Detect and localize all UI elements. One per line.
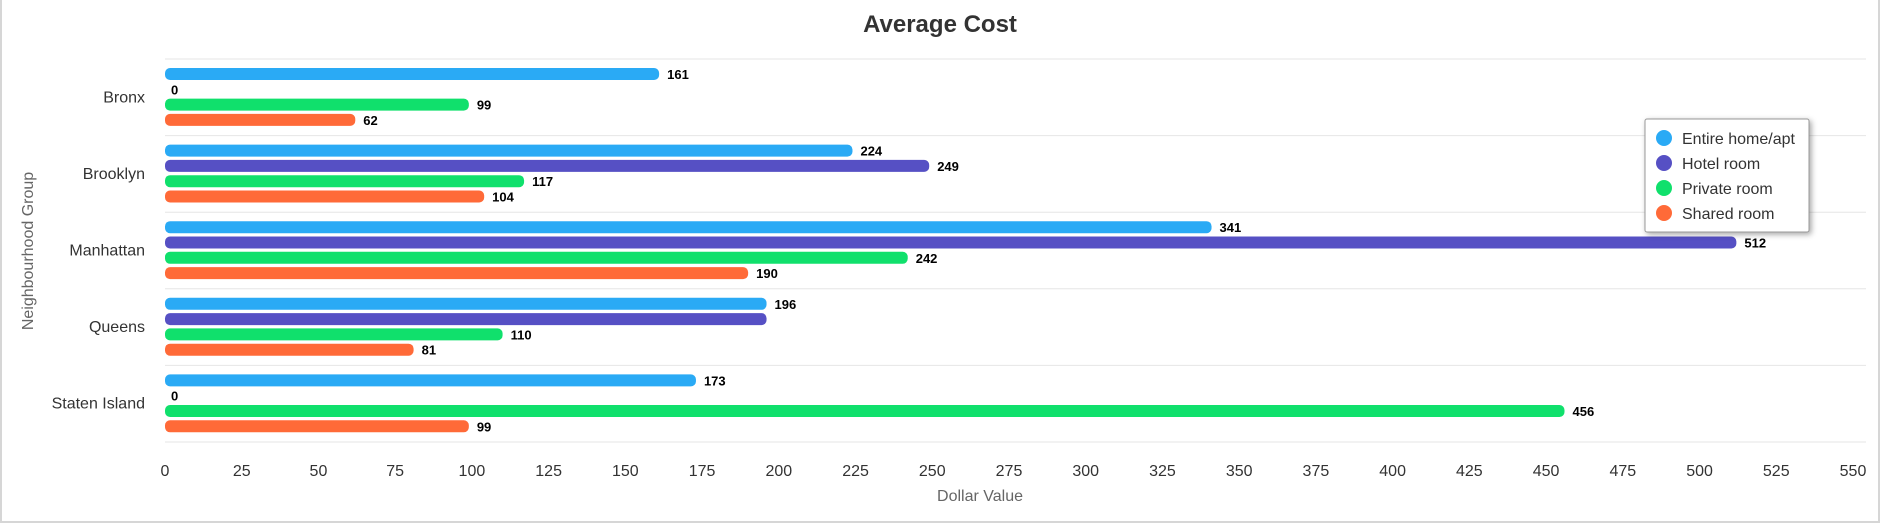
chart-title: Average Cost — [863, 11, 1017, 38]
x-tick-label: 500 — [1686, 463, 1713, 480]
x-tick-label: 475 — [1609, 463, 1636, 480]
x-tick-labels: 0 25 50 75 100 125 150 175 200 225 250 275 300 325 350… — [161, 463, 1867, 480]
x-tick-label: 550 — [1840, 463, 1867, 480]
x-tick-label: 0 — [161, 463, 170, 480]
data-label: 224 — [860, 144, 882, 159]
bar — [165, 144, 853, 157]
data-label: 512 — [1744, 236, 1766, 251]
category-label: Brooklyn — [83, 166, 145, 183]
data-label: 173 — [704, 373, 726, 388]
legend-label: Hotel room — [1682, 156, 1760, 173]
data-label: 104 — [492, 190, 514, 205]
legend-box — [1644, 118, 1810, 233]
data-labels: 161 0 99 62 224 249 117 104 341 512 242 190 196 110 81… — [171, 67, 1766, 434]
legend-swatch — [1656, 155, 1672, 171]
x-tick-label: 375 — [1303, 463, 1330, 480]
bar — [165, 313, 767, 326]
x-tick-label: 150 — [612, 463, 639, 480]
data-label: 242 — [916, 251, 938, 266]
x-tick-label: 525 — [1763, 463, 1790, 480]
legend-label: Entire home/apt — [1682, 131, 1796, 148]
data-label: 161 — [667, 67, 689, 82]
x-tick-label: 175 — [689, 463, 716, 480]
bar — [165, 68, 660, 80]
data-label: 99 — [477, 419, 491, 434]
x-axis-title: Dollar Value — [937, 488, 1023, 505]
x-tick-label: 300 — [1072, 463, 1099, 480]
category-label: Bronx — [103, 89, 145, 106]
x-tick-label: 450 — [1533, 463, 1560, 480]
bars — [165, 68, 1737, 433]
data-label: 110 — [511, 327, 532, 342]
bar — [165, 221, 1212, 234]
x-tick-label: 400 — [1379, 463, 1406, 480]
x-tick-label: 25 — [233, 463, 251, 480]
x-tick-label: 425 — [1456, 463, 1483, 480]
bar — [165, 236, 1737, 249]
bar — [165, 328, 503, 341]
bar — [165, 175, 525, 188]
legend-label: Shared room — [1682, 206, 1775, 223]
x-tick-label: 75 — [386, 463, 404, 480]
x-tick-label: 250 — [919, 463, 946, 480]
bar — [165, 251, 908, 264]
data-label: 341 — [1220, 220, 1242, 235]
data-label: 81 — [422, 343, 436, 358]
category-label: Queens — [89, 319, 145, 336]
data-label: 0 — [171, 389, 178, 404]
x-tick-label: 275 — [996, 463, 1023, 480]
x-tick-label: 100 — [459, 463, 486, 480]
x-tick-label: 325 — [1149, 463, 1176, 480]
y-axis-title: Neighbourhood Group — [20, 172, 37, 330]
data-label: 0 — [171, 82, 178, 97]
bar — [165, 190, 485, 203]
x-tick-label: 225 — [842, 463, 869, 480]
category-labels: Bronx Brooklyn Manhattan Queens Staten Islan… — [52, 89, 145, 412]
x-tick-label: 200 — [765, 463, 792, 480]
x-tick-label: 50 — [310, 463, 328, 480]
bar — [165, 374, 696, 387]
legend-items: Entire home/apt Hotel room Private room Sha… — [1656, 130, 1796, 223]
category-label: Staten Island — [52, 396, 145, 413]
legend: Entire home/apt Hotel room Private room Sha… — [1644, 118, 1810, 233]
bar — [165, 343, 414, 356]
data-label: 190 — [756, 266, 778, 281]
bar — [165, 420, 469, 433]
data-label: 99 — [477, 98, 491, 113]
data-label: 62 — [363, 113, 377, 128]
bar — [165, 113, 356, 126]
data-label: 249 — [937, 159, 959, 174]
x-tick-label: 350 — [1226, 463, 1253, 480]
data-label: 117 — [532, 174, 553, 189]
category-label: Manhattan — [69, 243, 145, 260]
data-label: 456 — [1573, 404, 1595, 419]
bar — [165, 159, 930, 172]
legend-swatch — [1656, 180, 1672, 196]
grid-lines — [165, 58, 1866, 443]
legend-swatch — [1656, 130, 1672, 146]
bar — [165, 98, 469, 111]
bar — [165, 297, 767, 310]
data-label: 196 — [775, 297, 797, 312]
legend-swatch — [1656, 205, 1672, 221]
x-tick-label: 125 — [535, 463, 562, 480]
legend-label: Private room — [1682, 181, 1773, 198]
bar — [165, 405, 1565, 417]
bar — [165, 267, 749, 280]
